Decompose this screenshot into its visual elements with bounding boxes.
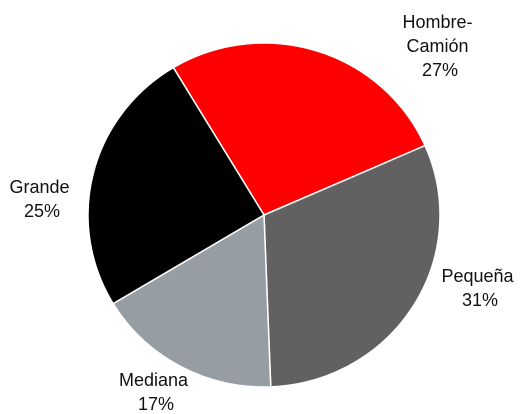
pie-slice-pequena [263, 144, 441, 388]
pie-slice-mediana [112, 213, 272, 388]
slice-label-pequena: Pequeña 31% [441, 266, 518, 310]
slice-label-hombre-camion: Hombre- Camión 27% [402, 12, 477, 80]
slice-label-grande: Grande 25% [9, 177, 74, 221]
pie-slices [87, 42, 441, 388]
pie-labels: Hombre- Camión 27% Pequeña 31% Mediana 1… [9, 12, 518, 414]
pie-slice-grande [87, 66, 266, 305]
slice-label-mediana: Mediana 17% [119, 370, 193, 414]
